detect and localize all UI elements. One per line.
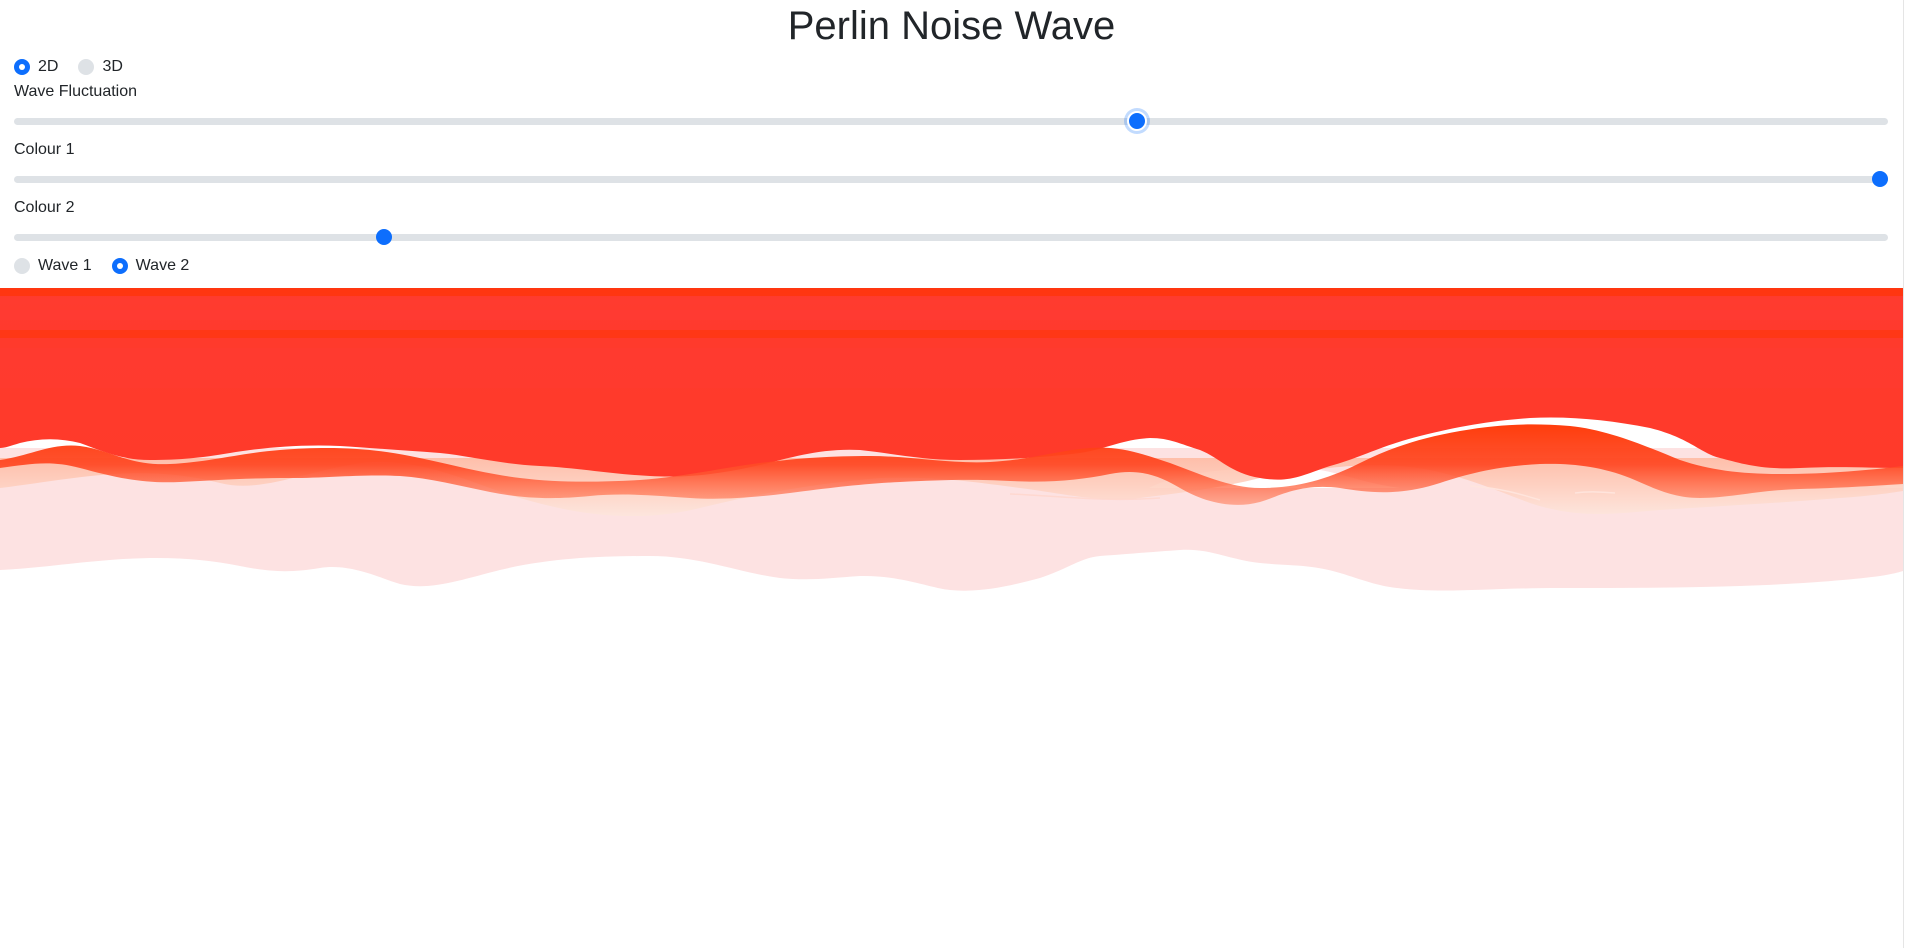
radio-wave-2[interactable] [111, 258, 128, 274]
slider-track[interactable] [14, 234, 1888, 241]
dimension-option-3d[interactable]: 3D [78, 58, 123, 76]
wave-fluctuation-label: Wave Fluctuation [14, 83, 138, 100]
radio-3d[interactable] [78, 59, 95, 75]
wave-radio-group: Wave 1 Wave 2 [14, 256, 209, 276]
page-title: Perlin Noise Wave [787, 4, 1116, 48]
wave-band-stripe [0, 310, 1903, 320]
slider-thumb[interactable] [376, 229, 393, 245]
slider-track[interactable] [14, 176, 1888, 183]
wave-option-1[interactable]: Wave 1 [14, 257, 92, 275]
dimension-option-2d[interactable]: 2D [14, 58, 58, 76]
slider-thumb[interactable] [1872, 171, 1888, 187]
wave-layer-light-lower [0, 488, 1903, 591]
perlin-wave-drawing [0, 239, 1903, 591]
slider-thumb[interactable] [1126, 111, 1147, 131]
wave-band-stripe [0, 288, 1903, 296]
wave-band-stripe [0, 330, 1903, 338]
radio-wave-1-label: Wave 1 [38, 257, 92, 274]
wave-fluctuation-slider[interactable] [14, 111, 1888, 131]
scrollbar[interactable] [1903, 0, 1908, 948]
wave-glint [1469, 485, 1541, 501]
dimension-radio-group: 2D 3D [14, 57, 143, 77]
slider-track[interactable] [14, 118, 1888, 125]
colour2-slider[interactable] [14, 229, 1888, 245]
wave-glint [1009, 493, 1161, 501]
wave-canvas [0, 239, 1903, 948]
radio-wave-2-label: Wave 2 [135, 257, 190, 274]
wave-glint [1574, 491, 1616, 494]
radio-2d[interactable] [14, 59, 30, 75]
radio-2d-label: 2D [38, 58, 59, 75]
colour1-slider[interactable] [14, 171, 1888, 187]
radio-3d-label: 3D [102, 58, 123, 75]
radio-wave-1[interactable] [14, 258, 30, 274]
wave-layer-ribbon [0, 424, 1903, 505]
colour1-label: Colour 1 [14, 141, 75, 158]
wave-band-stripe [0, 348, 1903, 388]
wave-option-2[interactable]: Wave 2 [111, 257, 190, 275]
colour2-label: Colour 2 [14, 199, 75, 216]
